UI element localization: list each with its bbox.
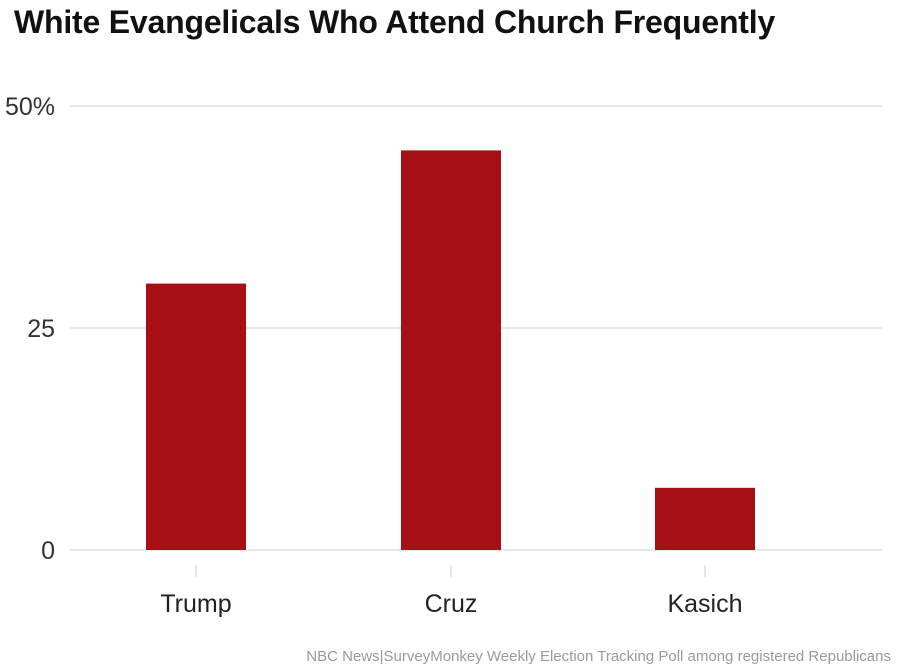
x-tick-label: Trump <box>160 590 231 618</box>
source-note: NBC News|SurveyMonkey Weekly Election Tr… <box>306 648 891 665</box>
y-tick-label: 50% <box>5 93 55 121</box>
bars <box>146 150 755 550</box>
y-tick-label: 25 <box>27 315 55 343</box>
x-tick-label: Kasich <box>667 590 742 618</box>
y-axis-ticks: 0 25 50% <box>5 93 55 565</box>
bar-kasich <box>655 487 755 550</box>
bar-trump <box>146 283 246 550</box>
chart-title: White Evangelicals Who Attend Church Fre… <box>14 4 776 40</box>
bar-cruz <box>401 150 501 550</box>
x-axis-ticks: Trump Cruz Kasich <box>160 565 743 618</box>
x-tick-label: Cruz <box>425 590 478 618</box>
y-tick-label: 0 <box>41 537 55 565</box>
